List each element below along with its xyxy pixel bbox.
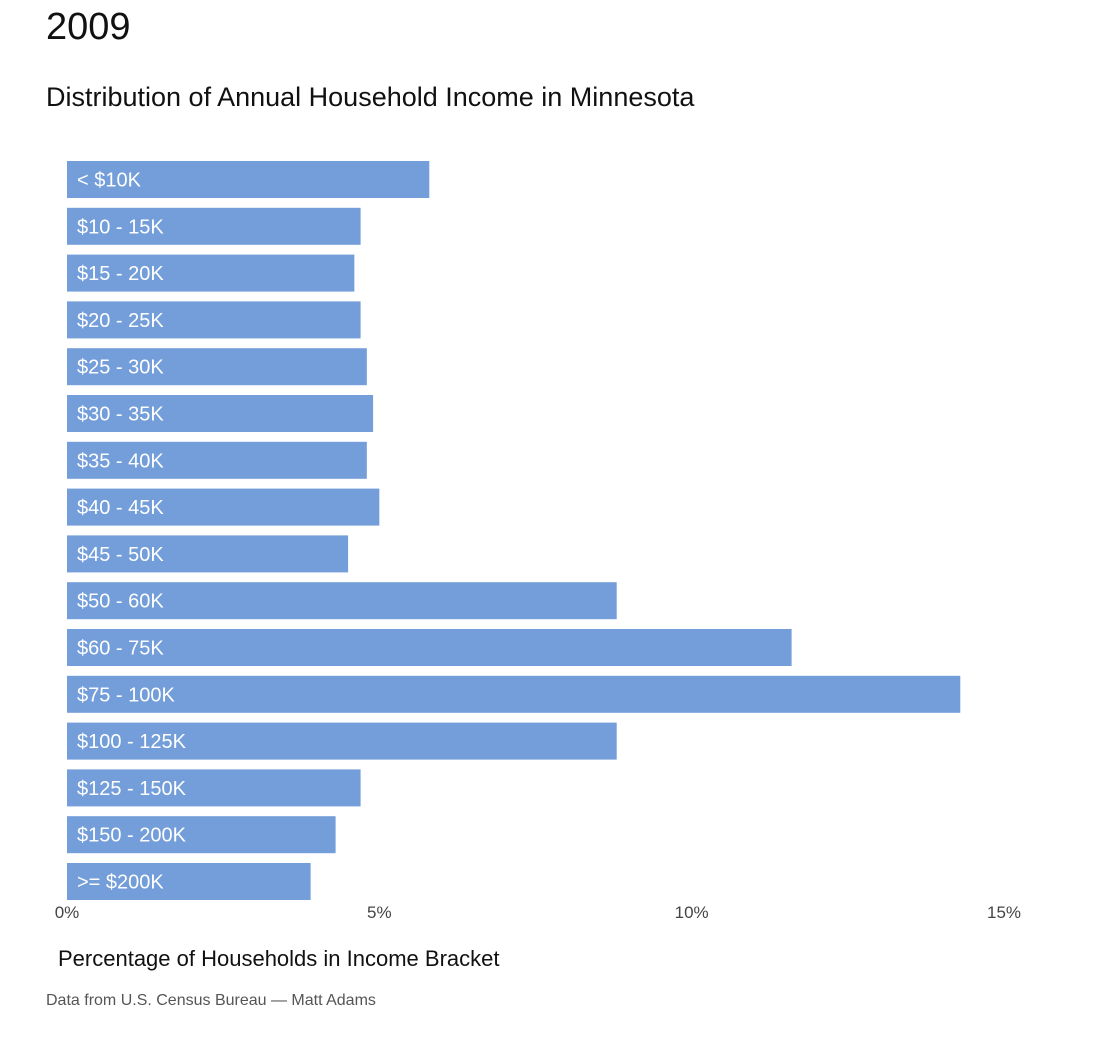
bar-label: >= $200K [77, 872, 164, 894]
bar [67, 348, 367, 386]
bar [67, 816, 336, 854]
bar [67, 301, 361, 339]
bar [67, 535, 349, 573]
bar [67, 629, 792, 666]
bar [67, 863, 311, 900]
bar [67, 441, 367, 479]
chart-title: 2009 [46, 6, 131, 48]
bar-label: $25 - 30K [77, 357, 164, 379]
bar-label: $15 - 20K [77, 263, 164, 285]
bar-label: $50 - 60K [77, 591, 164, 613]
bar [67, 769, 361, 807]
x-tick-label: 5% [367, 903, 392, 922]
bar-label: $40 - 45K [77, 497, 164, 519]
bar-label: $125 - 150K [77, 778, 187, 800]
x-tick-label: 0% [55, 903, 80, 922]
bar-label: $100 - 125K [77, 731, 187, 753]
bar-chart: < $10K $10 - 15K $15 - 20K $20 - 25K $25 - 3… [55, 161, 1021, 971]
bar [67, 675, 961, 713]
bar-label: $20 - 25K [77, 310, 164, 332]
bar-label: < $10K [77, 170, 142, 192]
chart-subtitle: Distribution of Annual Household Income … [46, 82, 695, 112]
bar-label: $35 - 40K [77, 450, 164, 472]
bar-label: $10 - 15K [77, 216, 164, 238]
bar [67, 207, 361, 245]
bar-label: $75 - 100K [77, 684, 176, 706]
bar [67, 722, 617, 760]
x-tick-label: 15% [987, 903, 1021, 922]
bar-label: $30 - 35K [77, 404, 164, 426]
bar [67, 161, 430, 198]
bar-label: $60 - 75K [77, 638, 164, 660]
bar [67, 582, 617, 620]
bar-label: $150 - 200K [77, 825, 187, 847]
bar [67, 395, 374, 432]
source-caption: Data from U.S. Census Bureau — Matt Adam… [46, 992, 376, 1009]
bar-label: $45 - 50K [77, 544, 164, 566]
x-axis-title: Percentage of Households in Income Brack… [58, 946, 499, 971]
bar [67, 254, 355, 292]
x-tick-label: 10% [675, 903, 709, 922]
bar [67, 488, 380, 526]
